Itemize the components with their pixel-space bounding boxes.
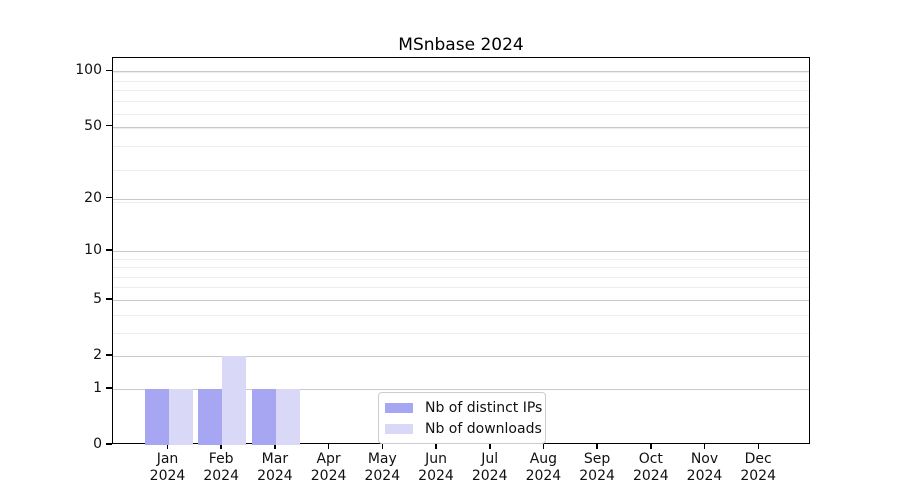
bar-downloads xyxy=(275,388,300,445)
x-tick-mark xyxy=(596,444,598,449)
x-tick-label: Sep 2024 xyxy=(579,451,615,484)
y-tick-label: 0 xyxy=(93,436,102,452)
y-tick-mark xyxy=(106,249,112,251)
minor-gridline xyxy=(113,128,809,130)
x-tick-mark xyxy=(650,444,652,449)
x-tick-label: Feb 2024 xyxy=(203,451,239,484)
x-tick-mark xyxy=(274,444,276,449)
x-tick-mark xyxy=(435,444,437,449)
x-tick-label: Aug 2024 xyxy=(525,451,562,484)
y-tick-label: 50 xyxy=(84,117,102,134)
legend-label: Nb of distinct IPs xyxy=(425,399,543,416)
bar-distinct-ips xyxy=(198,388,223,445)
bar-downloads xyxy=(168,388,193,445)
y-tick-mark xyxy=(106,196,112,199)
legend-item-distinct-ips: Nb of distinct IPs xyxy=(385,397,545,418)
x-tick-label: Oct 2024 xyxy=(632,451,669,484)
bar-distinct-ips xyxy=(251,388,276,445)
x-tick-label: Jun 2024 xyxy=(418,451,454,484)
x-tick-label: Jan 2024 xyxy=(149,451,186,484)
minor-gridline xyxy=(113,80,809,82)
x-tick-mark xyxy=(703,444,706,449)
minor-gridline xyxy=(113,202,809,204)
y-tick-mark xyxy=(106,69,112,72)
x-tick-mark xyxy=(220,444,222,449)
major-gridline xyxy=(113,126,809,128)
minor-gridline xyxy=(113,287,809,289)
minor-gridline xyxy=(113,90,809,92)
x-tick-label: May 2024 xyxy=(364,451,401,484)
chart-title: MSnbase 2024 xyxy=(398,35,524,55)
major-gridline xyxy=(113,299,809,301)
legend-swatch xyxy=(385,423,413,434)
minor-gridline xyxy=(113,314,809,316)
major-gridline xyxy=(113,71,809,73)
minor-gridline xyxy=(113,113,809,115)
bar-distinct-ips xyxy=(144,388,169,445)
bar-downloads xyxy=(222,356,247,445)
legend-item-downloads: Nb of downloads xyxy=(385,418,545,439)
major-gridline xyxy=(113,388,809,390)
y-tick-mark xyxy=(106,354,112,356)
major-gridline xyxy=(113,356,809,357)
minor-gridline xyxy=(113,146,809,148)
minor-gridline xyxy=(113,267,809,269)
x-tick-mark xyxy=(327,444,330,449)
minor-gridline xyxy=(113,258,809,260)
y-tick-label: 5 xyxy=(93,290,102,307)
x-tick-mark xyxy=(757,444,759,449)
y-tick-label: 100 xyxy=(75,62,102,79)
y-tick-mark xyxy=(106,443,112,445)
y-tick-mark xyxy=(106,298,112,300)
major-gridline xyxy=(113,250,809,252)
x-tick-label: Jul 2024 xyxy=(471,451,508,484)
y-tick-label: 20 xyxy=(84,189,102,206)
minor-gridline xyxy=(113,101,809,102)
legend-swatch xyxy=(385,402,413,413)
plot-area xyxy=(112,57,810,445)
y-tick-label: 1 xyxy=(93,379,102,396)
major-gridline xyxy=(113,198,809,200)
y-tick-label: 2 xyxy=(93,347,102,363)
minor-gridline xyxy=(113,276,809,278)
x-tick-label: Dec 2024 xyxy=(740,451,776,484)
x-tick-label: Nov 2024 xyxy=(686,451,723,484)
minor-gridline xyxy=(113,72,809,74)
x-tick-mark xyxy=(381,444,384,449)
y-tick-label: 10 xyxy=(84,241,102,258)
legend: Nb of distinct IPs Nb of downloads xyxy=(378,392,546,444)
x-tick-label: Apr 2024 xyxy=(310,451,347,484)
y-tick-mark xyxy=(106,387,112,389)
x-tick-label: Mar 2024 xyxy=(257,451,293,484)
x-tick-mark xyxy=(542,444,545,449)
x-tick-mark xyxy=(166,444,169,449)
minor-gridline xyxy=(113,332,809,334)
x-tick-mark xyxy=(489,444,491,449)
legend-label: Nb of downloads xyxy=(425,420,542,437)
minor-gridline xyxy=(113,169,809,171)
y-tick-mark xyxy=(106,124,112,127)
